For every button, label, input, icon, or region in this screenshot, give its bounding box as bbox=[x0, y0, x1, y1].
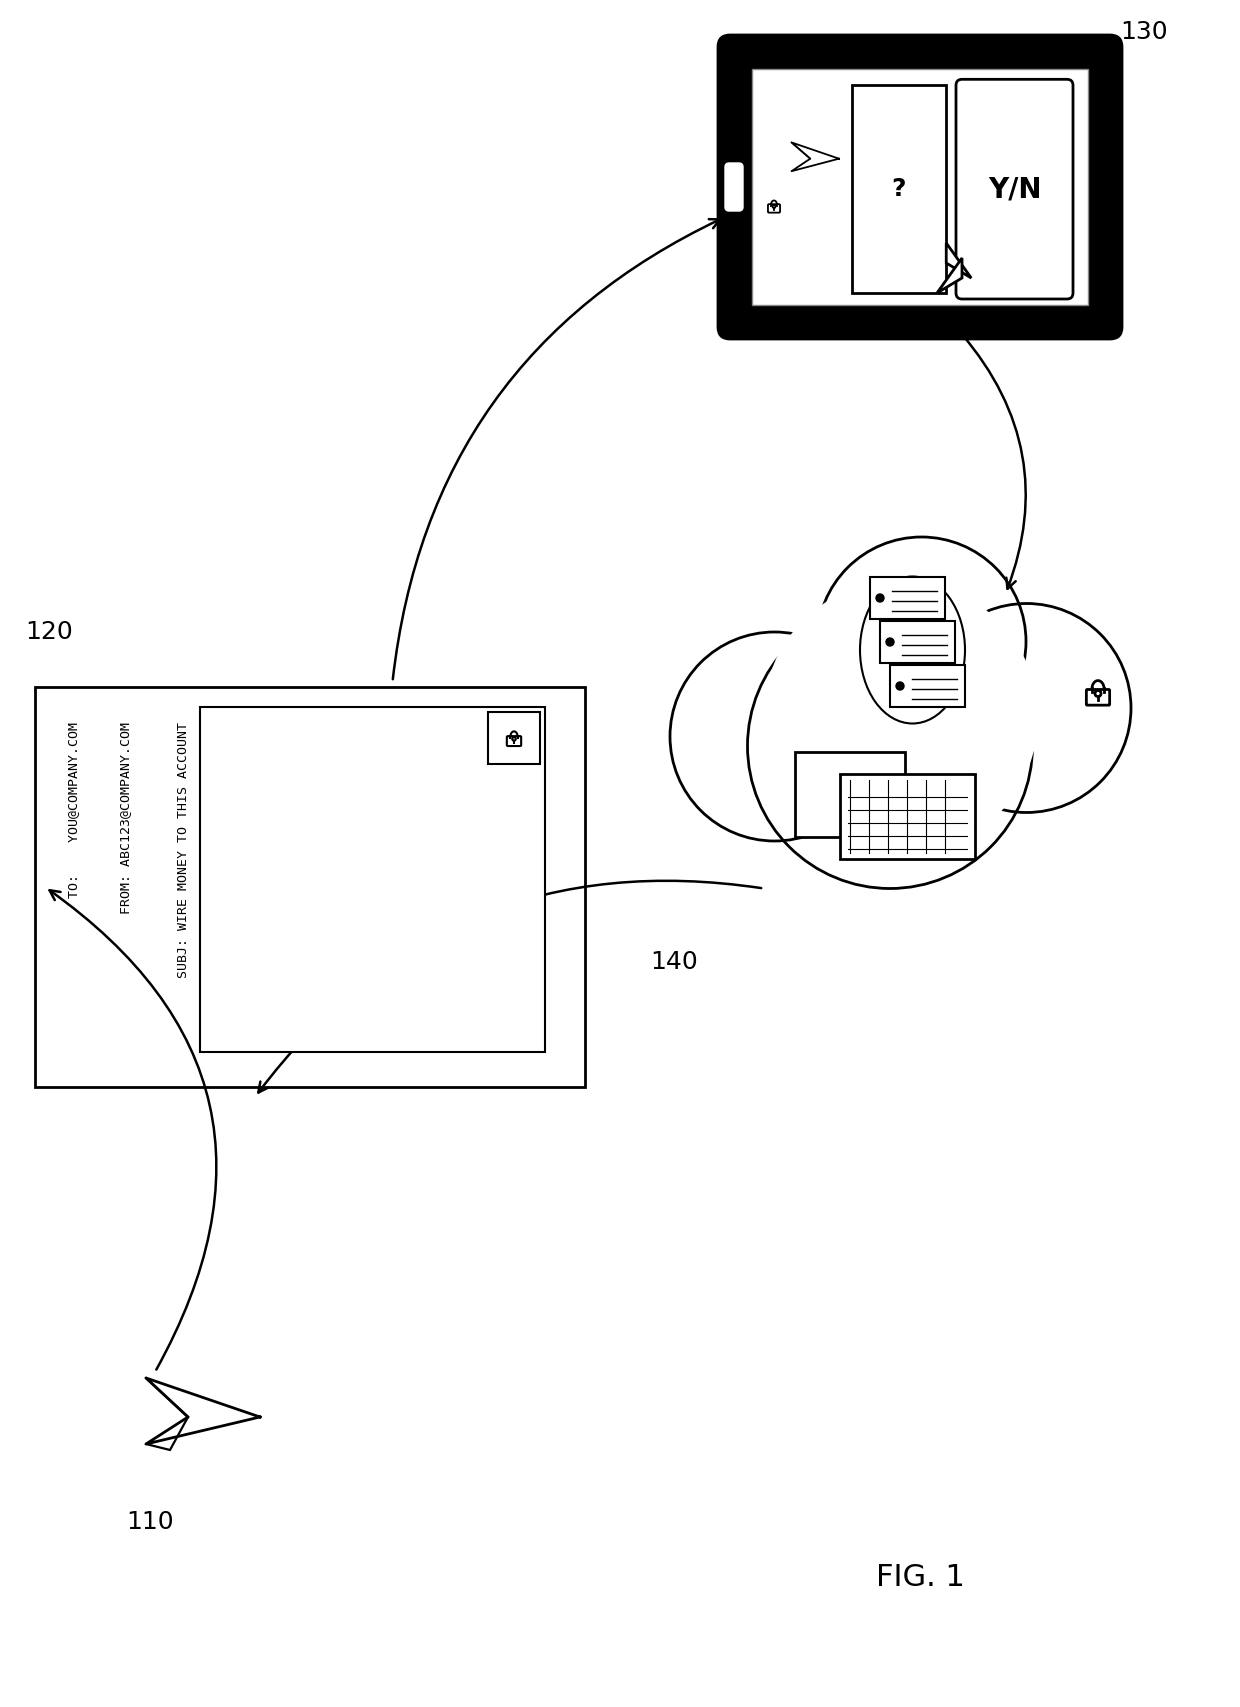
Text: SUBJ: WIRE MONEY TO THIS ACCOUNT: SUBJ: WIRE MONEY TO THIS ACCOUNT bbox=[177, 722, 190, 978]
Text: 120: 120 bbox=[25, 620, 73, 644]
Bar bbox=[200, 707, 546, 1052]
FancyBboxPatch shape bbox=[507, 736, 521, 746]
FancyBboxPatch shape bbox=[1086, 690, 1110, 705]
Bar bbox=[795, 753, 905, 836]
Text: ?: ? bbox=[892, 178, 906, 201]
Circle shape bbox=[764, 580, 1038, 854]
Text: 130: 130 bbox=[1120, 20, 1168, 44]
Polygon shape bbox=[937, 258, 962, 294]
Bar bbox=[880, 621, 955, 662]
Circle shape bbox=[887, 638, 894, 645]
Text: FIG. 1: FIG. 1 bbox=[875, 1562, 965, 1591]
Bar bbox=[852, 85, 946, 294]
Circle shape bbox=[748, 604, 1033, 889]
Bar bbox=[890, 666, 965, 707]
Circle shape bbox=[897, 683, 904, 690]
Circle shape bbox=[923, 604, 1131, 813]
FancyBboxPatch shape bbox=[725, 162, 743, 212]
Bar bbox=[751, 68, 1087, 306]
Text: TO:    YOU@COMPANY.COM: TO: YOU@COMPANY.COM bbox=[67, 722, 81, 898]
Circle shape bbox=[817, 538, 1025, 746]
Text: FROM: ABC123@COMPANY.COM: FROM: ABC123@COMPANY.COM bbox=[119, 722, 131, 913]
FancyBboxPatch shape bbox=[768, 205, 780, 213]
Circle shape bbox=[875, 594, 884, 603]
Bar bbox=[839, 773, 975, 859]
Circle shape bbox=[670, 632, 879, 842]
Bar bbox=[489, 712, 539, 765]
FancyBboxPatch shape bbox=[956, 79, 1073, 299]
Text: 110: 110 bbox=[126, 1511, 174, 1535]
Text: Y/N: Y/N bbox=[988, 176, 1042, 203]
Text: 140: 140 bbox=[650, 951, 698, 975]
Bar bbox=[35, 686, 585, 1087]
Bar bbox=[870, 577, 945, 620]
Polygon shape bbox=[946, 242, 971, 278]
FancyBboxPatch shape bbox=[718, 36, 1122, 340]
